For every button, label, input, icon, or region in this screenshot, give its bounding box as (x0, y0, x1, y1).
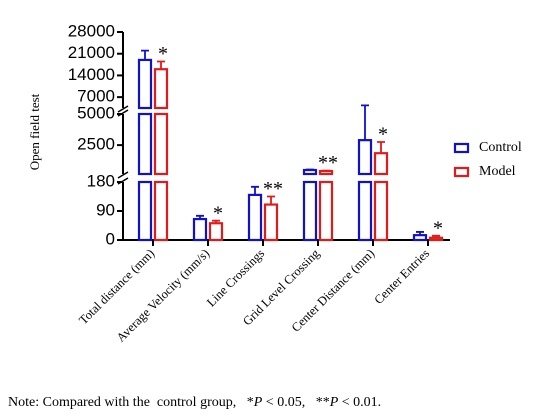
note-part: < 0.05, ** (262, 395, 329, 410)
y-tick-label: 5000 (77, 103, 115, 122)
bar (153, 112, 169, 176)
y-axis-label: Open field test (27, 93, 42, 170)
error-bar (157, 60, 165, 70)
error-bar (416, 231, 424, 236)
error-bar (377, 141, 385, 154)
bar (373, 152, 389, 176)
error-bar (212, 219, 220, 224)
bar (302, 180, 318, 242)
y-tick-label: 180 (87, 171, 115, 190)
significance: * (433, 217, 443, 239)
x-tick-label: Center Entries (371, 246, 432, 307)
legend-label: Model (479, 164, 516, 179)
y-tick-label: 7000 (77, 87, 115, 106)
bar (357, 139, 373, 176)
bar (247, 193, 263, 242)
legend-swatch (453, 142, 470, 154)
bar (137, 180, 153, 242)
error-bar (141, 49, 149, 60)
bar (137, 58, 153, 110)
y-tick-label: 14000 (68, 65, 115, 84)
bar (318, 180, 334, 242)
axis-break (117, 105, 129, 117)
y-tick-label: 90 (96, 200, 115, 219)
error-bar (196, 214, 204, 220)
bar (357, 180, 373, 242)
significance: * (378, 124, 388, 146)
bar (153, 68, 169, 110)
legend-swatch (453, 166, 470, 178)
bar (373, 180, 389, 242)
note-part: < 0.01. (338, 395, 381, 410)
significance: * (213, 202, 223, 224)
significance: * (158, 43, 168, 65)
axis-break (117, 171, 129, 185)
bar (153, 180, 169, 242)
error-bar (432, 234, 440, 238)
y-tick-label: 0 (106, 229, 115, 248)
y-tick-label: 21000 (68, 43, 115, 62)
error-bar (267, 195, 275, 205)
note-part: P (329, 395, 339, 410)
bar (302, 168, 318, 176)
bar (208, 222, 224, 242)
note-part: Note: Compared with the control group, * (8, 395, 254, 410)
y-tick-label: 2500 (77, 135, 115, 154)
bar (137, 112, 153, 176)
bar (263, 203, 279, 242)
error-bar (361, 104, 369, 141)
legend-label: Control (479, 140, 522, 155)
bar (192, 217, 208, 242)
significance: ** (318, 152, 338, 174)
y-tick-label: 28000 (68, 21, 115, 40)
bar (412, 234, 428, 242)
x-tick-label: Average Velocity (mm/s) (114, 246, 212, 344)
note: Note: Compared with the control group, *… (8, 395, 381, 410)
significance: ** (263, 178, 283, 200)
note-part: P (253, 395, 263, 410)
error-bar (251, 185, 259, 195)
